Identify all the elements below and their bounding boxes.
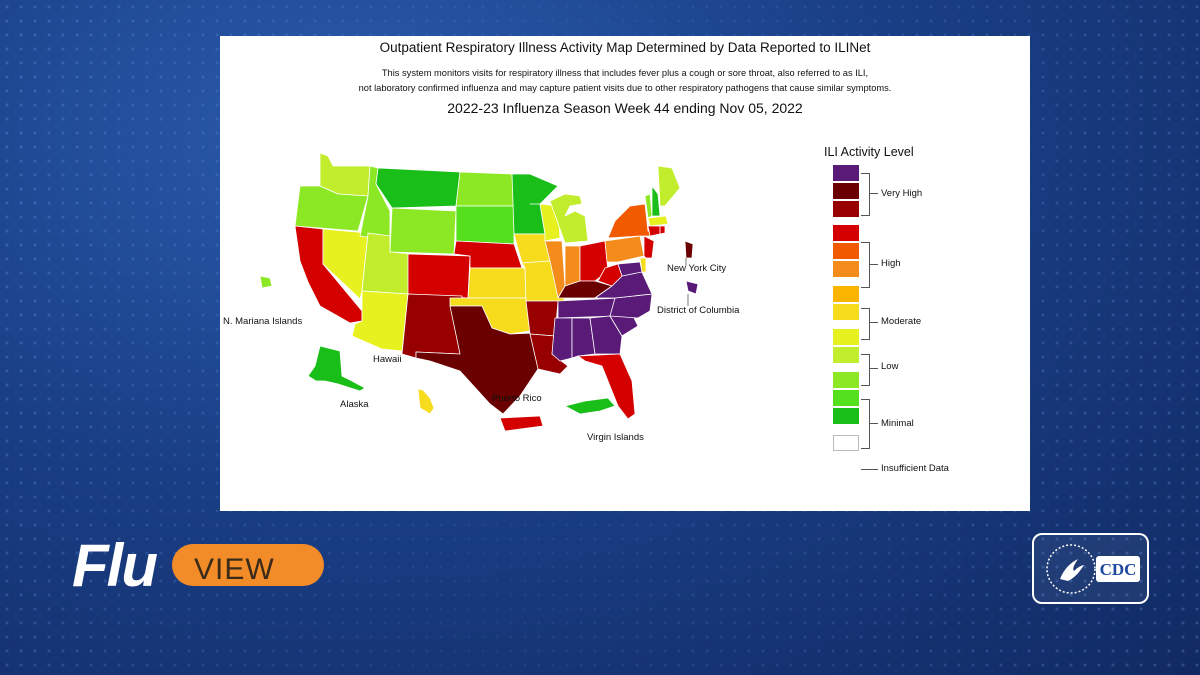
state-new-jersey[interactable]	[643, 235, 655, 259]
state-rhode-island[interactable]	[659, 225, 666, 235]
label-hawaii: Hawaii	[373, 354, 402, 365]
fluview-logo: Flu VIEW	[72, 530, 332, 605]
state-alabama[interactable]	[571, 317, 596, 359]
legend-label-minimal: Minimal	[881, 418, 914, 429]
fluview-orange-pill	[172, 544, 324, 586]
state-hawaii[interactable]	[417, 388, 435, 415]
legend-label-very-high: Very High	[881, 188, 923, 199]
state-delaware[interactable]	[639, 257, 647, 273]
state-north-dakota[interactable]	[455, 171, 515, 207]
hhs-seal-ring	[1046, 544, 1096, 594]
state-pennsylvania[interactable]	[604, 235, 645, 263]
legend-tick-low	[869, 368, 878, 369]
state-wyoming[interactable]	[389, 207, 457, 255]
state-georgia[interactable]	[589, 315, 623, 355]
fluview-flu-text: Flu	[72, 532, 157, 599]
map-title: Outpatient Respiratory Illness Activity …	[379, 40, 871, 55]
state-new-york[interactable]	[607, 203, 655, 239]
state-kansas[interactable]	[467, 267, 527, 299]
state-new-hampshire[interactable]	[651, 185, 661, 217]
label-puerto-rico: Puerto Rico	[492, 393, 542, 404]
state-west-virginia[interactable]	[597, 263, 623, 287]
legend-tick-minimal	[869, 423, 878, 424]
jurisdiction-new-york-city[interactable]	[684, 240, 694, 259]
legend-swatch-level-4	[833, 347, 859, 363]
label-new-york-city: New York City	[667, 263, 727, 274]
legend-bracket-low	[861, 354, 870, 386]
label-virgin-islands: Virgin Islands	[587, 432, 644, 443]
description-line-1: This system monitors visits for respirat…	[381, 68, 869, 78]
legend-swatch-level-8	[833, 261, 859, 277]
legend-bracket-very-high	[861, 173, 870, 216]
label-alaska: Alaska	[340, 399, 369, 410]
state-iowa[interactable]	[513, 233, 551, 264]
label-mariana-islands: N. Mariana Islands	[223, 316, 303, 327]
state-massachusetts[interactable]	[647, 215, 669, 227]
legend-swatch-level-5	[833, 329, 859, 345]
legend-swatch-level-13	[833, 165, 859, 181]
legend-swatch-level-10	[833, 225, 859, 241]
legend-tick-moderate	[869, 322, 878, 323]
state-indiana[interactable]	[564, 245, 581, 287]
state-montana[interactable]	[375, 167, 461, 209]
legend-swatch-level-9	[833, 243, 859, 259]
hhs-eagle-icon	[1060, 559, 1084, 581]
cdc-box	[1096, 556, 1140, 582]
map-panel: Outpatient Respiratory Illness Activity …	[220, 36, 1030, 511]
territory-puerto-rico[interactable]	[499, 415, 544, 432]
legend-swatch-level-12	[833, 183, 859, 199]
state-arkansas[interactable]	[525, 300, 559, 337]
legend-bracket-moderate	[861, 308, 870, 340]
state-texas[interactable]	[415, 305, 541, 415]
us-choropleth-map	[259, 152, 699, 432]
legend-swatch-level-6	[833, 304, 859, 320]
state-south-dakota[interactable]	[455, 205, 515, 245]
legend-tick-very-high	[869, 193, 878, 194]
legend-bracket-high	[861, 242, 870, 288]
state-alaska[interactable]	[307, 345, 366, 392]
state-connecticut[interactable]	[647, 225, 661, 237]
territory-virgin-islands[interactable]	[564, 397, 616, 415]
cdc-logo: CDC	[1032, 533, 1149, 604]
legend-swatch-level-11	[833, 201, 859, 217]
season-week-title: 2022-23 Influenza Season Week 44 ending …	[447, 100, 803, 116]
legend-swatch-level-0	[833, 435, 859, 451]
description-line-2: not laboratory confirmed influenza and m…	[358, 82, 892, 93]
legend-tick-high	[869, 264, 878, 265]
state-florida[interactable]	[577, 353, 636, 420]
map-description: This system monitors visits for respirat…	[220, 66, 1030, 95]
label-district-of-columbia: District of Columbia	[657, 305, 740, 316]
fluview-view-text: VIEW	[194, 553, 275, 586]
legend-label-low: Low	[881, 361, 899, 372]
territory-mariana-islands[interactable]	[259, 275, 273, 289]
state-maine[interactable]	[657, 165, 681, 207]
legend-swatch-level-1	[833, 408, 859, 424]
cdc-text: CDC	[1100, 560, 1137, 579]
state-colorado[interactable]	[407, 253, 471, 299]
legend-bracket-minimal	[861, 399, 870, 449]
legend-label-insufficient: Insufficient Data	[881, 463, 949, 474]
jurisdiction-district-of-columbia[interactable]	[685, 280, 699, 295]
legend-swatch-level-7	[833, 286, 859, 302]
legend-label-moderate: Moderate	[881, 316, 922, 327]
legend-tick-insufficient	[861, 469, 878, 470]
state-wisconsin[interactable]	[529, 203, 561, 242]
state-mississippi[interactable]	[551, 317, 573, 362]
state-michigan[interactable]	[549, 193, 589, 244]
legend-swatch-level-3	[833, 372, 859, 388]
legend-swatch-level-2	[833, 390, 859, 406]
legend-title: ILI Activity Level	[824, 145, 914, 159]
legend-label-high: High	[881, 258, 901, 269]
